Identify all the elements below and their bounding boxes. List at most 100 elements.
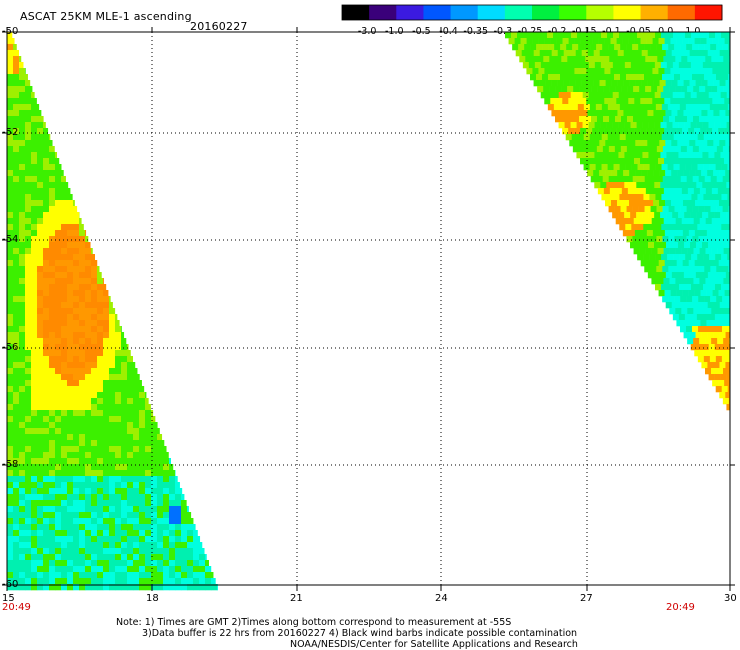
swath-cell	[181, 536, 188, 543]
swath-cell	[151, 548, 158, 555]
swath-cell	[151, 416, 156, 423]
swath-cell	[43, 428, 50, 435]
swath-cell	[653, 140, 660, 147]
swath-cell	[625, 104, 633, 111]
swath-cell	[151, 410, 154, 417]
swath-cell	[43, 140, 50, 147]
swath-cell	[649, 32, 656, 39]
swath-cell	[713, 50, 721, 57]
swath-cell	[115, 542, 122, 549]
swath-cell	[109, 512, 116, 519]
swath-cell	[676, 98, 683, 105]
swath-cell	[559, 104, 567, 111]
swath-cell	[19, 446, 26, 453]
swath-cell	[623, 50, 631, 57]
swath-cell	[49, 308, 56, 315]
swath-cell	[597, 56, 604, 63]
swath-cell	[725, 50, 731, 57]
swath-cell	[13, 230, 20, 237]
swath-cell	[712, 38, 719, 45]
swath-cell	[13, 248, 20, 255]
swath-cell	[644, 74, 651, 81]
swath-cell	[193, 566, 200, 573]
swath-cell	[615, 56, 622, 63]
swath-cell	[163, 572, 170, 579]
swath-cell	[648, 152, 655, 159]
swath-cell	[674, 236, 681, 243]
swath-cell	[716, 266, 723, 273]
swath-cell	[55, 242, 62, 249]
swath-cell	[717, 86, 724, 93]
swath-cell	[702, 344, 710, 351]
swath-cell	[67, 374, 74, 381]
swath-cell	[43, 224, 50, 231]
swath-cell	[175, 482, 180, 489]
swath-cell	[558, 92, 566, 99]
swath-cell	[37, 464, 44, 471]
swath-cell	[549, 86, 556, 93]
swath-cell	[19, 308, 26, 315]
swath-cell	[705, 278, 712, 285]
swath-cell	[139, 476, 146, 483]
swath-cell	[725, 362, 731, 369]
swath-cell	[43, 344, 50, 351]
swath-cell	[605, 200, 612, 207]
swath-cell	[121, 440, 128, 447]
swath-cell	[522, 62, 530, 69]
swath-cell	[61, 482, 68, 489]
swath-cell	[571, 104, 579, 111]
swath-cell	[97, 530, 104, 537]
swath-cell	[43, 176, 50, 183]
swath-cell	[575, 50, 583, 57]
swath-cell	[49, 164, 56, 171]
swath-cell	[61, 416, 68, 423]
swath-cell	[13, 200, 20, 207]
swath-cell	[19, 74, 26, 81]
swath-cell	[675, 86, 682, 93]
swath-cell	[109, 560, 116, 567]
swath-cell	[43, 296, 50, 303]
swath-cell	[19, 284, 26, 291]
swath-cell	[55, 554, 62, 561]
swath-cell	[673, 284, 680, 291]
swath-cell	[7, 458, 14, 465]
swath-cell	[109, 470, 116, 477]
swath-cell	[661, 194, 668, 201]
swath-cell	[55, 332, 62, 339]
swath-cell	[706, 290, 713, 297]
swath-cell	[670, 68, 677, 75]
swath-cell	[37, 272, 44, 279]
swath-cell	[67, 560, 74, 567]
swath-cell	[115, 494, 122, 501]
swath-cell	[534, 62, 542, 69]
swath-cell	[121, 572, 128, 579]
swath-cell	[19, 332, 26, 339]
axis-ticks	[2, 27, 735, 591]
swath-cell	[710, 326, 717, 333]
swath-cell	[49, 566, 56, 573]
swath-cell	[127, 482, 134, 489]
swath-cell	[73, 428, 80, 435]
swath-cell	[703, 254, 710, 261]
swath-cell	[711, 248, 718, 255]
swath-cell	[658, 98, 665, 105]
swath-cell	[670, 230, 678, 237]
swath-cell	[717, 368, 724, 375]
swath-cell	[37, 230, 44, 237]
swath-cell	[664, 230, 672, 237]
swath-cell	[615, 86, 622, 93]
swath-cell	[13, 80, 20, 87]
swath-cell	[37, 404, 44, 411]
swath-cell	[139, 416, 146, 423]
swath-cell	[169, 530, 176, 537]
swath-cell	[133, 440, 140, 447]
swath-cell	[163, 494, 170, 501]
swath-cell	[691, 32, 698, 39]
swath-cell	[682, 128, 689, 135]
swath-cell	[49, 440, 56, 447]
swath-cell	[643, 104, 651, 111]
swath-cell	[49, 416, 56, 423]
swath-cell	[31, 416, 38, 423]
swath-cell	[693, 188, 701, 195]
swath-cell	[91, 266, 98, 273]
